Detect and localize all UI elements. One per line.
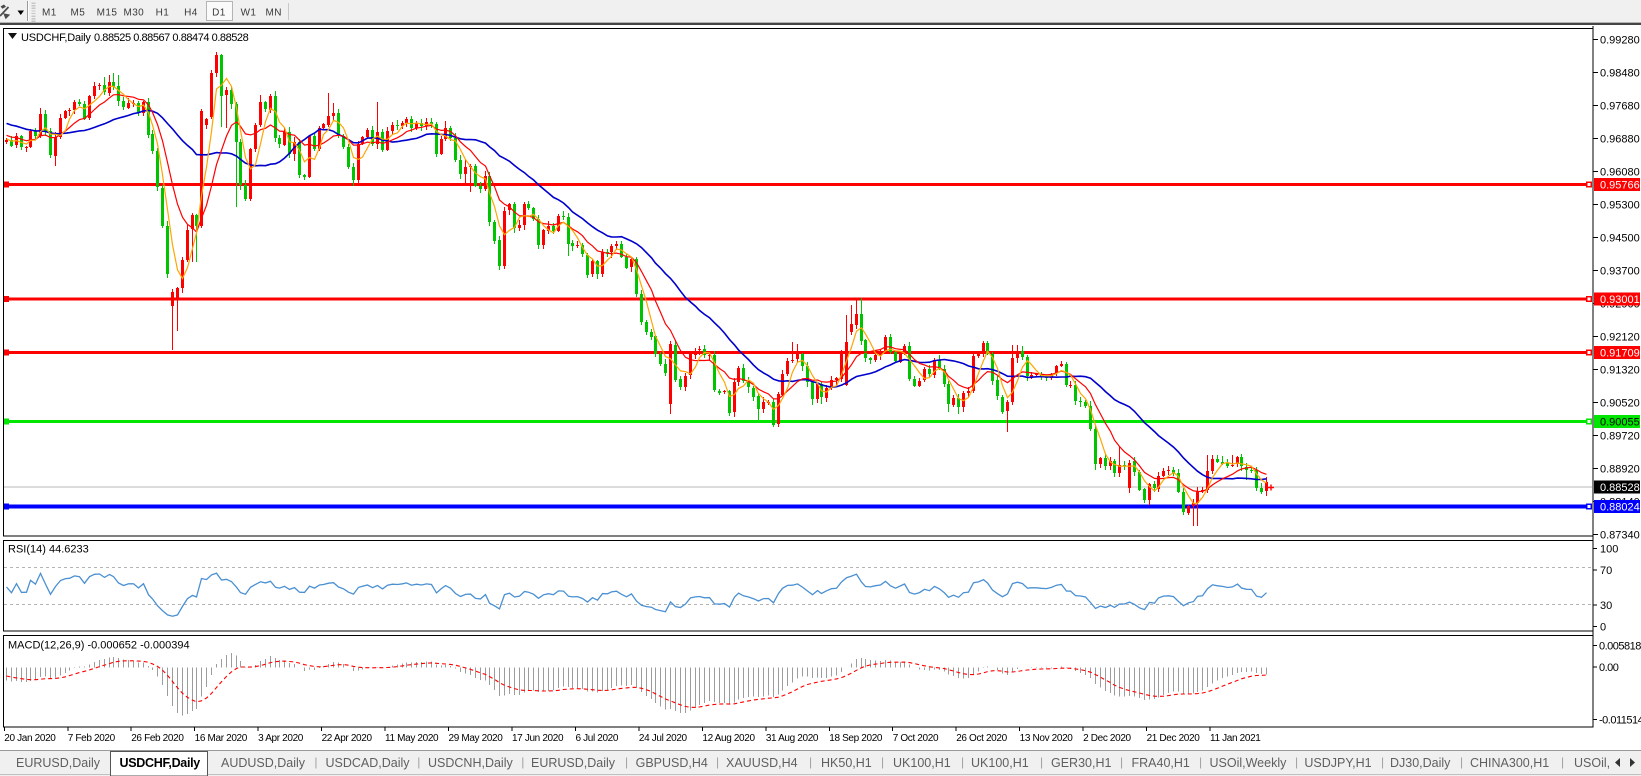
svg-text:2 Dec 2020: 2 Dec 2020 <box>1083 733 1131 744</box>
svg-text:|: | <box>417 755 420 769</box>
svg-text:UK100,H1: UK100,H1 <box>971 756 1029 770</box>
svg-text:0.89720: 0.89720 <box>1600 431 1640 443</box>
svg-text:26 Oct 2020: 26 Oct 2020 <box>956 733 1007 744</box>
svg-text:0.90055: 0.90055 <box>1600 417 1640 429</box>
svg-text:0.96080: 0.96080 <box>1600 167 1640 179</box>
svg-text:0.88024: 0.88024 <box>1600 502 1640 514</box>
svg-text:USOil,Weekly: USOil,Weekly <box>1210 756 1288 770</box>
svg-text:USDJPY,H1: USDJPY,H1 <box>1304 756 1371 770</box>
svg-text:100: 100 <box>1600 544 1618 556</box>
svg-text:H4: H4 <box>184 8 198 19</box>
svg-text:0.95766: 0.95766 <box>1600 180 1640 192</box>
svg-text:0.87340: 0.87340 <box>1600 530 1640 542</box>
svg-text:USDCNH,Daily: USDCNH,Daily <box>428 756 513 770</box>
svg-text:|: | <box>716 755 719 769</box>
svg-text:0.98480: 0.98480 <box>1600 68 1640 80</box>
svg-text:DJ30,Daily: DJ30,Daily <box>1390 756 1451 770</box>
svg-text:3 Apr 2020: 3 Apr 2020 <box>258 733 304 744</box>
svg-text:|: | <box>1460 755 1463 769</box>
svg-text:|: | <box>314 755 317 769</box>
svg-text:|: | <box>1040 755 1043 769</box>
svg-text:GER30,H1: GER30,H1 <box>1051 756 1111 770</box>
svg-text:XAUUSD,H4: XAUUSD,H4 <box>726 756 798 770</box>
svg-text:18 Sep 2020: 18 Sep 2020 <box>829 733 883 744</box>
svg-text:|: | <box>961 755 964 769</box>
svg-text:29 May 2020: 29 May 2020 <box>449 733 504 744</box>
svg-text:|: | <box>625 755 628 769</box>
svg-text:26 Feb 2020: 26 Feb 2020 <box>131 733 184 744</box>
svg-text:W1: W1 <box>241 8 257 19</box>
svg-text:0.88528: 0.88528 <box>1600 482 1640 494</box>
svg-text:MACD(12,26,9) -0.000652 -0.000: MACD(12,26,9) -0.000652 -0.000394 <box>8 640 190 652</box>
svg-text:0: 0 <box>1600 622 1606 634</box>
svg-text:|: | <box>521 755 524 769</box>
svg-text:0.91709: 0.91709 <box>1600 348 1640 360</box>
svg-text:RSI(14) 44.6233: RSI(14) 44.6233 <box>8 544 89 556</box>
svg-text:31 Aug 2020: 31 Aug 2020 <box>766 733 819 744</box>
svg-text:22 Apr 2020: 22 Apr 2020 <box>322 733 373 744</box>
svg-text:0.005818: 0.005818 <box>1599 641 1641 653</box>
svg-text:M5: M5 <box>71 8 86 19</box>
svg-text:|: | <box>809 755 812 769</box>
svg-text:|: | <box>1199 755 1202 769</box>
svg-text:CHINA300,H1: CHINA300,H1 <box>1470 756 1549 770</box>
svg-text:6 Jul 2020: 6 Jul 2020 <box>575 733 618 744</box>
svg-text:21 Dec 2020: 21 Dec 2020 <box>1147 733 1201 744</box>
svg-text:MN: MN <box>266 8 282 19</box>
svg-text:0.00: 0.00 <box>1599 662 1619 674</box>
svg-text:USDCHF,Daily: USDCHF,Daily <box>120 756 201 770</box>
svg-text:0.96880: 0.96880 <box>1600 134 1640 146</box>
svg-text:0.95300: 0.95300 <box>1600 200 1640 212</box>
svg-text:H1: H1 <box>156 8 170 19</box>
svg-text:EURUSD,Daily: EURUSD,Daily <box>531 756 616 770</box>
svg-text:|: | <box>1381 755 1384 769</box>
svg-text:GBPUSD,H4: GBPUSD,H4 <box>636 756 708 770</box>
svg-text:HK50,H1: HK50,H1 <box>821 756 872 770</box>
svg-text:20 Jan 2020: 20 Jan 2020 <box>4 733 56 744</box>
svg-text:13 Nov 2020: 13 Nov 2020 <box>1020 733 1074 744</box>
svg-text:USDCAD,Daily: USDCAD,Daily <box>326 756 411 770</box>
svg-text:17 Jun 2020: 17 Jun 2020 <box>512 733 564 744</box>
svg-text:24 Jul 2020: 24 Jul 2020 <box>639 733 688 744</box>
svg-text:UK100,H1: UK100,H1 <box>893 756 951 770</box>
svg-text:7 Oct 2020: 7 Oct 2020 <box>893 733 939 744</box>
svg-text:M15: M15 <box>97 8 118 19</box>
svg-text:|: | <box>1120 755 1123 769</box>
svg-text:EURUSD,Daily: EURUSD,Daily <box>16 756 101 770</box>
svg-text:7 Feb 2020: 7 Feb 2020 <box>68 733 116 744</box>
svg-text:M30: M30 <box>123 8 144 19</box>
svg-text:0.88920: 0.88920 <box>1600 464 1640 476</box>
svg-text:11 Jan 2021: 11 Jan 2021 <box>1210 733 1261 744</box>
svg-text:|: | <box>1295 755 1298 769</box>
svg-text:11 May 2020: 11 May 2020 <box>385 733 439 744</box>
svg-text:0.88525 0.88567 0.88474 0.8852: 0.88525 0.88567 0.88474 0.88528 <box>94 32 249 44</box>
svg-text:0.99280: 0.99280 <box>1600 35 1640 47</box>
svg-text:-0.011514: -0.011514 <box>1599 715 1641 727</box>
svg-text:D1: D1 <box>212 8 226 19</box>
svg-text:0.93700: 0.93700 <box>1600 266 1640 278</box>
svg-text:0.91320: 0.91320 <box>1600 365 1640 377</box>
svg-text:0.93001: 0.93001 <box>1600 294 1640 306</box>
svg-text:FRA40,H1: FRA40,H1 <box>1132 756 1190 770</box>
svg-text:USOil,: USOil, <box>1574 756 1610 770</box>
svg-text:|: | <box>1561 755 1564 769</box>
svg-text:30: 30 <box>1600 600 1612 612</box>
svg-text:16 Mar 2020: 16 Mar 2020 <box>195 733 248 744</box>
svg-text:0.94500: 0.94500 <box>1600 233 1640 245</box>
svg-text:0.97680: 0.97680 <box>1600 101 1640 113</box>
svg-text:AUDUSD,Daily: AUDUSD,Daily <box>221 756 306 770</box>
svg-text:M1: M1 <box>42 8 57 19</box>
svg-text:0.90520: 0.90520 <box>1600 398 1640 410</box>
svg-text:70: 70 <box>1600 565 1612 577</box>
svg-text:USDCHF,Daily: USDCHF,Daily <box>21 32 91 44</box>
svg-text:|: | <box>881 755 884 769</box>
svg-text:0.92120: 0.92120 <box>1600 332 1640 344</box>
svg-text:12 Aug 2020: 12 Aug 2020 <box>702 733 755 744</box>
